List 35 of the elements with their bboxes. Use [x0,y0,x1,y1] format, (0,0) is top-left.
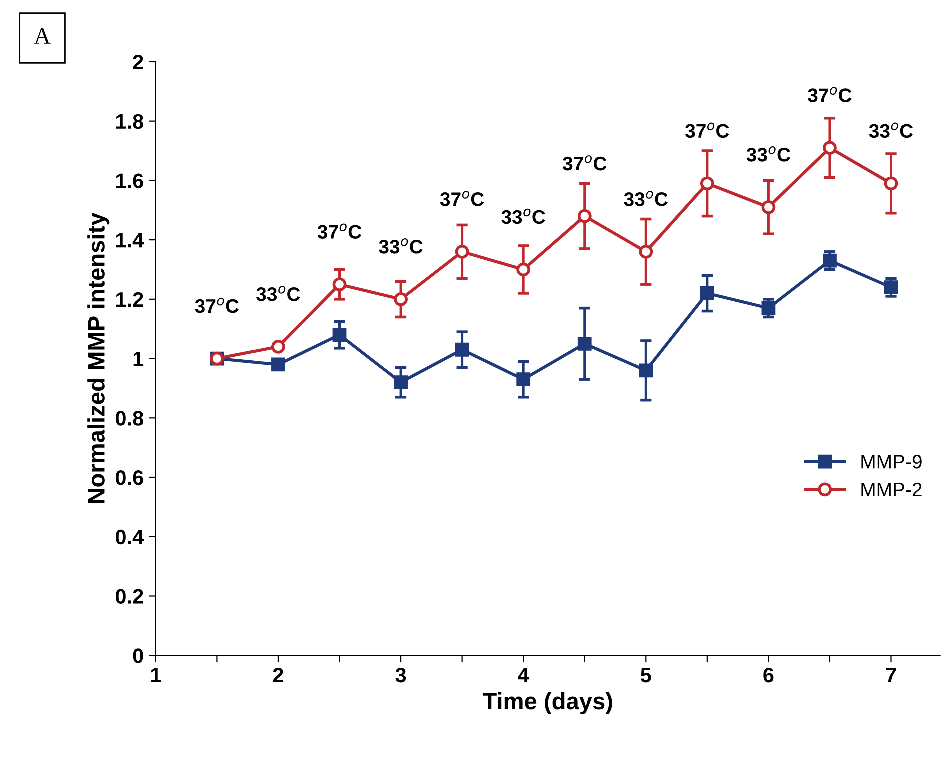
text: A [34,28,51,44]
y-tick-label: 1.4 [116,233,144,248]
y-tick-label: 0 [133,648,144,664]
y-tick-label: 1.8 [116,114,144,130]
y-tick-label: 0.6 [116,470,144,486]
legend-label: MMP-9 [862,455,922,469]
x-tick-label: 4 [518,668,530,683]
annotation: 33$^{o}$C [502,208,546,224]
legend-label: MMP-2 [862,482,922,496]
x-tick-label: 3 [396,668,406,683]
annotation: 37$^{o}$C [440,191,484,206]
x-tick-label: 6 [764,668,774,683]
x-tick-label: 5 [640,668,652,683]
annotation: 33$^{o}$C [624,191,668,206]
y-tick-label: 1.6 [116,174,144,188]
y-tick-label: 0.8 [116,411,144,426]
annotation: 37$^{o}$C [686,122,730,138]
x-axis-title: Time (days) [482,692,612,714]
annotation: 33$^{o}$C [256,286,300,302]
annotation: 33$^{o}$C [746,146,791,162]
annotation: 33$^{o}$C [379,238,423,254]
y-tick-label: 0.4 [116,530,144,545]
annotation: 37$^{o}$C [195,298,240,314]
x-tick-label: 7 [886,668,896,683]
y-tick-label: 1.2 [116,292,144,307]
annotation: 37$^{o}$C [562,155,607,171]
x-tick-label: 2 [273,668,284,683]
annotation: 37$^{o}$C [318,224,362,239]
y-tick-label: 2 [133,54,144,70]
y-tick-label: 0.2 [116,589,144,604]
x-tick-label: 1 [151,668,162,683]
annotation: 33$^{o}$C [869,122,914,138]
y-tick-label: 1 [134,352,144,366]
y-axis-title: Normalized MMP intensity [88,212,110,504]
annotation: 37$^{o}$C [808,87,852,102]
